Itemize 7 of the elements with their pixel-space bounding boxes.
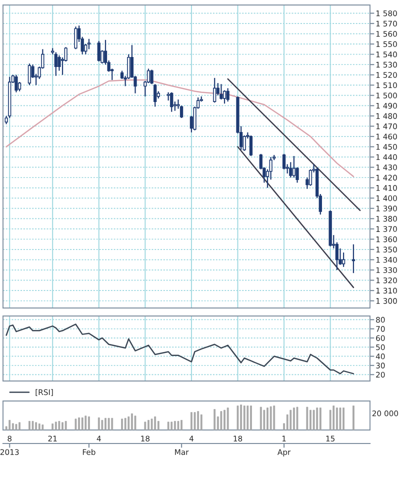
candlestick [150, 69, 154, 85]
candlestick [54, 52, 58, 76]
candlestick [220, 84, 223, 100]
line-series [6, 79, 354, 178]
candlestick [14, 74, 18, 93]
candlestick [74, 26, 78, 50]
line-series [6, 324, 354, 374]
